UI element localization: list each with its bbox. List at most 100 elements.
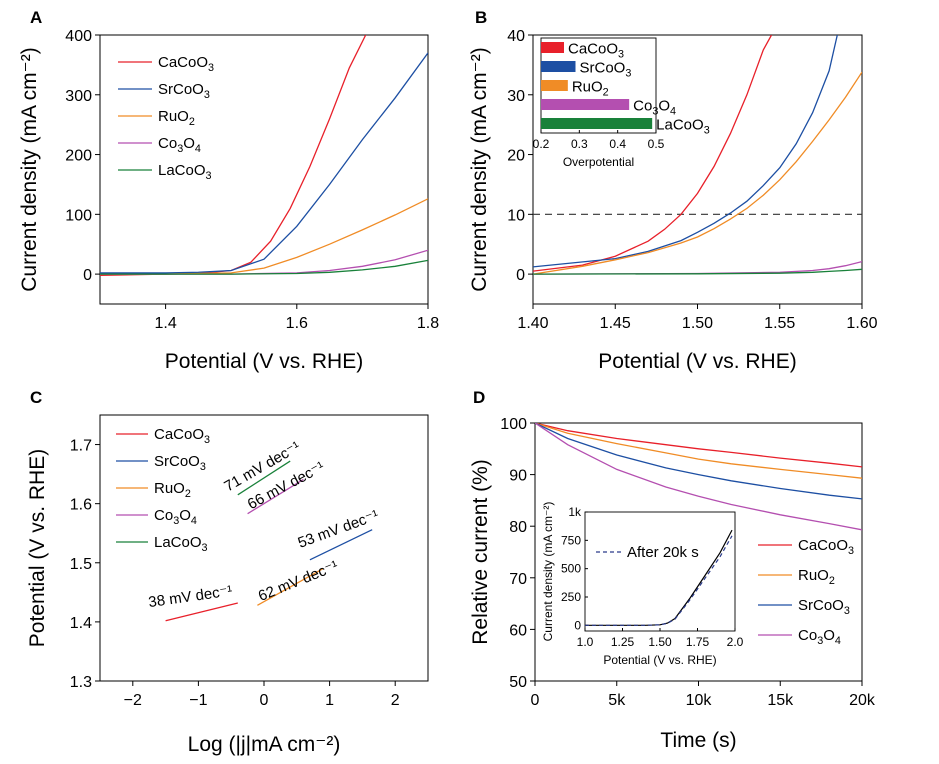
panel-d-inset-series-after: [585, 535, 733, 626]
panel-b-series-ruo2: [533, 71, 862, 275]
panel-d-legend-label-co3o4-tail-sub: 4: [835, 635, 841, 647]
panel-a-series-lacoo3: [100, 259, 428, 275]
panel-d-inset-ytick-label: 0: [574, 618, 581, 632]
panel-a-legend-label-cacoo3-sub: 3: [208, 62, 214, 74]
panel-a-ytick-label: 300: [65, 88, 92, 105]
panel-c-ytick-label: 1.7: [70, 438, 92, 455]
panel-d-xlabel: Time (s): [660, 729, 736, 752]
panel-d-inset-xtick-label: 1.75: [686, 635, 710, 649]
panel-d-xtick-label: 0: [531, 692, 540, 709]
panel-a-xtick-label: 1.8: [417, 315, 439, 332]
panel-b-inset-xtick-label: 0.5: [648, 137, 665, 151]
panel-d-series-cacoo3: [535, 423, 862, 468]
panel-d-inset-xtick-label: 1.25: [611, 635, 635, 649]
panel-c-legend-label-cacoo3: CaCoO3: [154, 426, 210, 446]
panel-b-inset-xtick-label: 0.4: [609, 137, 626, 151]
panel-d-legend-label-co3o4-sub: 3: [817, 635, 823, 647]
panel-d-inset-ytick-label: 250: [561, 590, 581, 604]
panel-c-legend-label-ruo2: RuO2: [154, 480, 191, 500]
panel-d-ytick-label: 80: [509, 519, 527, 536]
panel-b-inset-label-lacoo3-sub: 3: [704, 125, 710, 137]
panel-c-legend-label-co3o4-tail: O: [179, 507, 191, 524]
panel-b-inset-label-co3o4: Co3O4: [633, 98, 676, 118]
panel-b-inset-label-srcoo3-base: SrCoO: [580, 60, 626, 77]
panel-a-series-co3o4: [100, 249, 428, 275]
panel-a-legend-label-ruo2-base: RuO: [158, 108, 189, 125]
panel-b-inset-label-ruo2-base: RuO: [572, 79, 603, 96]
panel-a-legend-label-co3o4: Co3O4: [158, 135, 201, 155]
panel-c-xtick-label: 0: [260, 692, 269, 709]
panel-c-annotation-ruo2: 62 mV dec⁻¹: [256, 557, 341, 604]
panel-a-letter: A: [30, 8, 42, 27]
panel-c-series-lacoo3: [237, 460, 291, 496]
panel-d-legend-label-co3o4: Co3O4: [798, 627, 841, 647]
panel-c-legend-label-srcoo3: SrCoO3: [154, 453, 206, 473]
panel-d-series-co3o4: [535, 423, 862, 531]
panel-c-legend-label-ruo2-base: RuO: [154, 480, 185, 497]
panel-b-inset-label-co3o4-tail: O: [658, 98, 670, 115]
panel-c-legend-label-srcoo3-sub: 3: [200, 461, 206, 473]
panel-d-inset-xtick-label: 1.0: [577, 635, 594, 649]
panel-d-xtick-label: 20k: [849, 692, 876, 709]
panel-d-series-ruo2: [535, 423, 862, 479]
panel-a-ytick-label: 400: [65, 28, 92, 45]
panel-b-inset-bar-ruo2: [541, 80, 568, 91]
panel-c-xtick-label: −2: [124, 692, 142, 709]
panel-d-legend-label-ruo2-sub: 2: [829, 575, 835, 587]
panel-b-inset-bar-lacoo3: [541, 118, 653, 129]
panel-b-inset-bar-cacoo3: [541, 42, 564, 53]
panel-a-legend-label-ruo2: RuO2: [158, 108, 195, 128]
panel-b-inset-label-co3o4-sub: 3: [652, 106, 658, 118]
panel-b-ytick-label: 10: [507, 207, 525, 224]
panel-a-legend-label-lacoo3: LaCoO3: [158, 162, 212, 182]
panel-c-legend-label-cacoo3-base: CaCoO: [154, 426, 204, 443]
panel-b-inset-xlabel: Overpotential: [563, 155, 634, 169]
panel-d-legend-label-co3o4-base: Co: [798, 627, 817, 644]
panel-b-xtick-label: 1.50: [682, 315, 713, 332]
panel-c-ylabel: Potential (V vs. RHE): [26, 449, 49, 647]
panel-d-ytick-label: 90: [509, 468, 527, 485]
panel-a-legend-label-co3o4-tail: O: [183, 135, 195, 152]
panel-a-series-srcoo3: [100, 52, 428, 274]
panel-d-inset-ylabel: Current density (mA cm⁻²): [541, 502, 555, 642]
panel-c-legend-label-co3o4: Co3O4: [154, 507, 197, 527]
panel-a-xtick-label: 1.4: [154, 315, 176, 332]
panel-a-legend-label-lacoo3-base: LaCoO: [158, 162, 206, 179]
panel-c-legend-label-lacoo3: LaCoO3: [154, 534, 208, 554]
panel-b-series-cacoo3: [533, 35, 773, 272]
panel-c-ytick-label: 1.3: [70, 674, 92, 691]
panel-b-inset-label-ruo2-sub: 2: [603, 87, 609, 99]
panel-b-inset-xtick-label: 0.3: [571, 137, 588, 151]
panel-c-legend-label-co3o4-sub: 3: [173, 515, 179, 527]
panel-c-legend-label-cacoo3-sub: 3: [204, 434, 210, 446]
panel-c-legend-label-lacoo3-base: LaCoO: [154, 534, 202, 551]
panel-b-inset-label-cacoo3-sub: 3: [618, 49, 624, 61]
panel-c-legend-label-co3o4-base: Co: [154, 507, 173, 524]
panel-a-legend-label-srcoo3-sub: 3: [204, 89, 210, 101]
panel-c-xlabel: Log (|j|mA cm⁻²): [188, 733, 341, 756]
panel-c-annotation-srcoo3: 53 mV dec⁻¹: [296, 507, 381, 552]
panel-a-legend-label-co3o4-sub: 3: [177, 143, 183, 155]
panel-a-ytick-label: 100: [65, 207, 92, 224]
panel-d-legend-label-ruo2: RuO2: [798, 567, 835, 587]
panel-a-frame: [99, 34, 429, 305]
panel-c-series-cacoo3: [165, 602, 238, 622]
panel-b-inset-bar-srcoo3: [541, 61, 576, 72]
panel-d-legend-label-srcoo3: SrCoO3: [798, 597, 850, 617]
panel-d-ytick-label: 50: [509, 674, 527, 691]
panel-b-inset-label-srcoo3: SrCoO3: [580, 60, 632, 80]
panel-a-xtick-label: 1.6: [286, 315, 308, 332]
panel-d-legend-label-cacoo3-base: CaCoO: [798, 537, 848, 554]
panel-d-inset-xtick-label: 1.50: [648, 635, 672, 649]
panel-d-ytick-label: 70: [509, 571, 527, 588]
panel-c-letter: C: [30, 388, 42, 407]
panel-a-legend-label-co3o4-base: Co: [158, 135, 177, 152]
panel-c-legend-label-co3o4-tail-sub: 4: [191, 515, 197, 527]
panel-b-xtick-label: 1.60: [846, 315, 877, 332]
panel-d-legend-label-srcoo3-base: SrCoO: [798, 597, 844, 614]
panel-b-inset-label-co3o4-tail-sub: 4: [670, 106, 676, 118]
panel-a-ytick-label: 200: [65, 148, 92, 165]
panel-b-inset-label-lacoo3: LaCoO3: [656, 117, 710, 137]
panel-b-xtick-label: 1.55: [764, 315, 795, 332]
panel-a-legend-label-cacoo3: CaCoO3: [158, 54, 214, 74]
